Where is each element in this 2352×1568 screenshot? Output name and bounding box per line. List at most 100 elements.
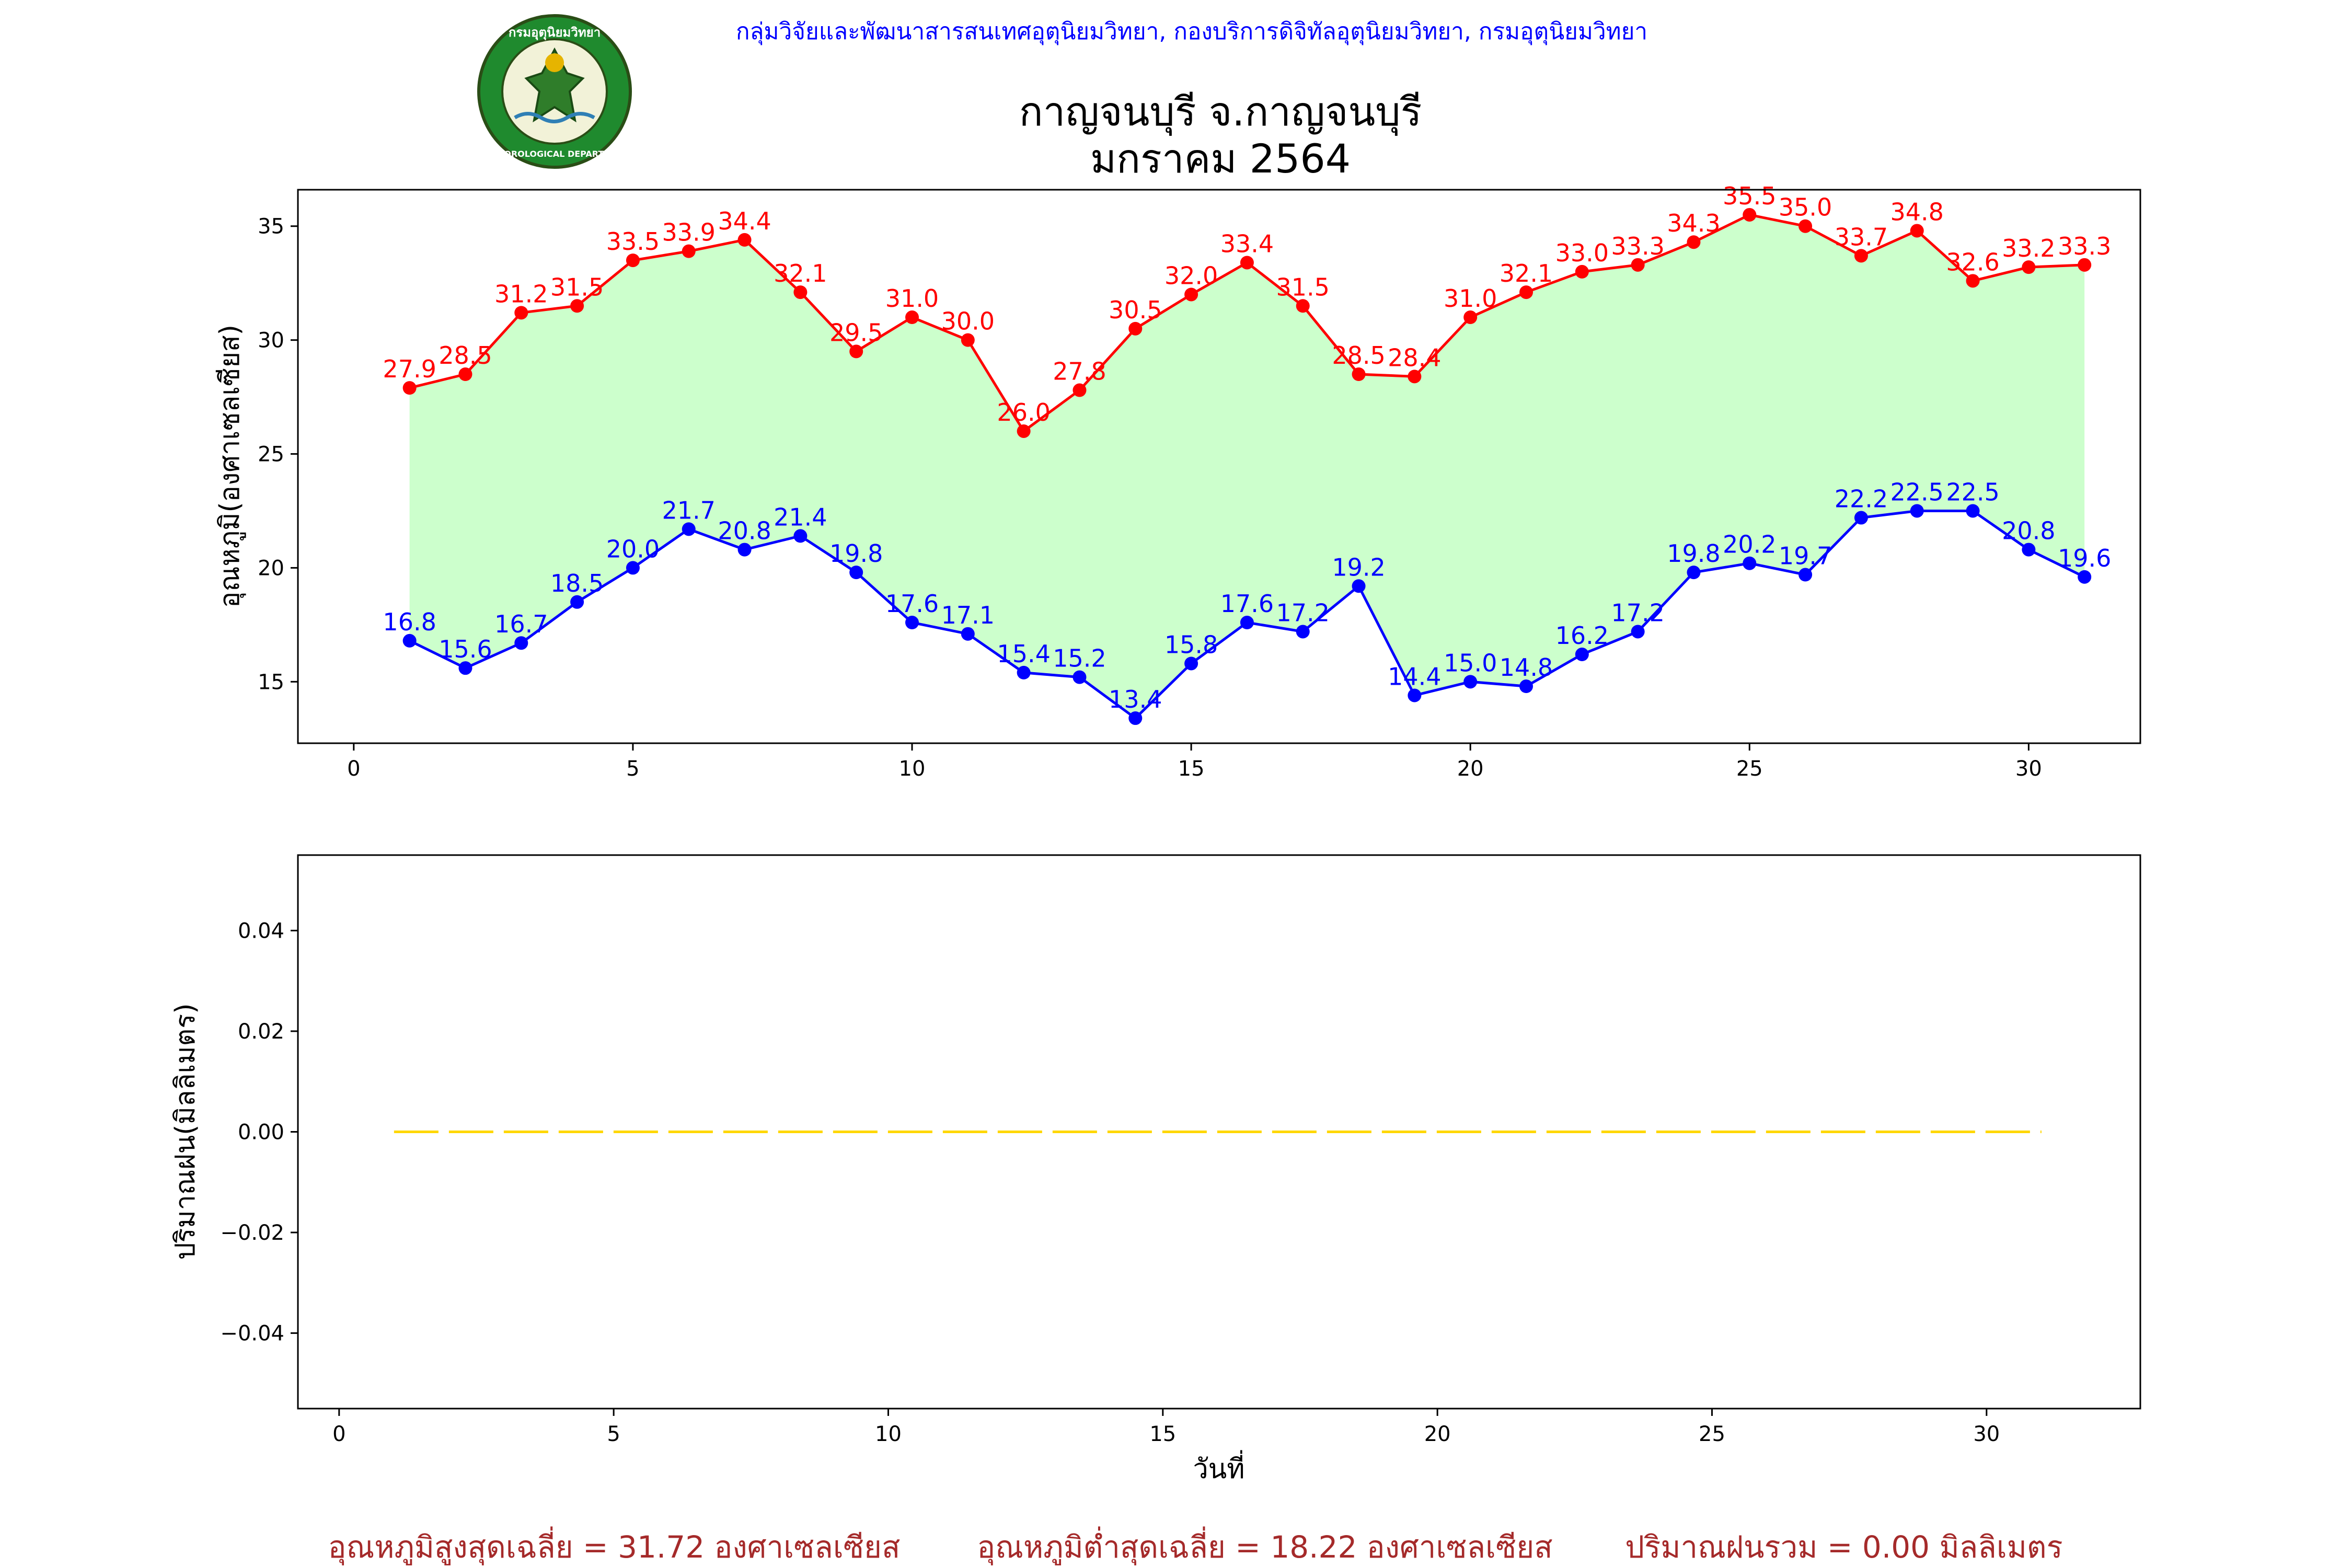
temperature-plot-frame <box>297 189 2141 744</box>
rainfall-panel: 0 5 10 15 20 25 30 −0.04 −0.02 0.00 0.02 0.04 ปริมา… <box>170 854 2141 1485</box>
temperature-point-1-4 <box>570 595 584 609</box>
temperature-y-tick-label-15: 15 <box>258 670 284 694</box>
temperature-range-fill <box>409 214 2085 719</box>
temperature-point-0-16 <box>1240 256 1254 270</box>
temperature-point-1-27 <box>1854 511 1868 525</box>
temperature-data-label-0-19: 28.4 <box>1388 343 1441 372</box>
temperature-data-label-1-10: 17.6 <box>885 590 939 618</box>
temperature-point-0-5 <box>626 253 640 268</box>
temperature-data-label-0-17: 31.5 <box>1276 273 1330 301</box>
temperature-y-tick-label-30: 30 <box>258 329 284 353</box>
temperature-point-0-12 <box>1017 424 1031 438</box>
temperature-data-label-0-11: 30.0 <box>941 307 995 336</box>
temperature-data-label-1-6: 21.7 <box>662 496 716 524</box>
temperature-point-1-24 <box>1687 566 1701 580</box>
temperature-data-label-1-25: 20.2 <box>1723 531 1776 559</box>
temperature-data-label-0-2: 28.5 <box>439 341 492 370</box>
temperature-point-1-26 <box>1798 568 1813 582</box>
temperature-point-0-2 <box>458 367 472 381</box>
temperature-data-label-1-13: 15.2 <box>1053 644 1106 673</box>
temperature-x-tick-label-30: 30 <box>2015 757 2042 781</box>
temperature-data-label-1-9: 19.8 <box>829 539 883 568</box>
temperature-data-label-1-18: 19.2 <box>1332 553 1385 581</box>
temperature-data-label-0-21: 32.1 <box>1500 259 1553 287</box>
rainfall-y-tick-label-3: 0.02 <box>238 1020 284 1044</box>
temperature-panel: 27.9 28.531.2 31.533.5 33.9 34.432.129.531.0… <box>214 182 2141 781</box>
temperature-data-label-1-5: 20.0 <box>606 535 660 563</box>
temperature-data-label-0-3: 31.2 <box>494 280 548 308</box>
temperature-point-1-28 <box>1910 504 1924 518</box>
temperature-point-1-13 <box>1073 670 1087 684</box>
temperature-data-label-1-7: 20.8 <box>718 517 771 545</box>
temperature-point-1-1 <box>402 633 417 648</box>
logo-deity-figure <box>524 47 585 123</box>
temperature-point-1-31 <box>2078 570 2092 584</box>
temperature-data-label-1-17: 17.2 <box>1276 598 1330 627</box>
temperature-data-label-0-23: 33.3 <box>1611 232 1664 260</box>
temperature-point-0-25 <box>1743 207 1757 222</box>
rainfall-x-tick-label-15: 15 <box>1149 1422 1176 1446</box>
temperature-point-0-9 <box>849 344 863 359</box>
temperature-point-1-20 <box>1463 675 1478 689</box>
rainfall-x-tick-label-5: 5 <box>607 1422 620 1446</box>
temperature-x-tick-label-20: 20 <box>1457 757 1484 781</box>
temperature-data-label-1-4: 18.5 <box>550 569 604 597</box>
temperature-point-0-22 <box>1575 264 1589 279</box>
temperature-point-0-23 <box>1631 258 1645 272</box>
temperature-point-1-16 <box>1240 616 1254 630</box>
temperature-point-0-8 <box>793 285 808 299</box>
temperature-data-label-1-31: 19.6 <box>2058 544 2111 572</box>
temperature-point-0-19 <box>1408 370 1422 384</box>
temperature-data-label-0-10: 31.0 <box>885 284 939 313</box>
temperature-data-label-1-8: 21.4 <box>774 503 827 531</box>
temperature-x-tick-label-10: 10 <box>899 757 926 781</box>
temperature-data-label-1-15: 15.8 <box>1165 630 1218 659</box>
temperature-point-1-6 <box>682 522 696 536</box>
temperature-y-tick-label-20: 20 <box>258 556 284 580</box>
logo-text-bottom: METEOROLOGICAL DEPARTMENT <box>479 149 631 159</box>
temperature-y-axis-label: อุณหภูมิ(องศาเซลเซียส) <box>214 325 246 608</box>
rainfall-y-tick-label-2: 0.00 <box>238 1121 284 1145</box>
rainfall-x-tick-label-20: 20 <box>1424 1422 1451 1446</box>
temperature-x-tick-label-5: 5 <box>626 757 639 781</box>
temperature-data-label-1-3: 16.7 <box>494 610 548 638</box>
footer-average-min-temperature: อุณหภูมิต่ำสุดเฉลี่ย = 18.22 องศาเซลเซีย… <box>977 1526 1552 1566</box>
temperature-x-tick-label-25: 25 <box>1736 757 1763 781</box>
temperature-data-label-0-31: 33.3 <box>2058 232 2111 260</box>
temperature-data-label-1-30: 20.8 <box>2002 517 2055 545</box>
temperature-point-0-18 <box>1352 367 1366 381</box>
temperature-data-label-1-24: 19.8 <box>1667 539 1720 568</box>
temperature-data-label-0-27: 33.7 <box>1835 223 1888 251</box>
temperature-point-1-22 <box>1575 648 1589 662</box>
temperature-point-1-11 <box>961 627 975 641</box>
temperature-data-label-1-29: 22.5 <box>1946 478 1999 506</box>
temperature-data-label-1-16: 17.6 <box>1220 590 1274 618</box>
temperature-point-1-15 <box>1184 656 1198 671</box>
temperature-data-label-0-20: 31.0 <box>1444 284 1497 313</box>
temperature-data-label-1-20: 15.0 <box>1444 649 1497 677</box>
temperature-point-0-13 <box>1073 383 1087 397</box>
temperature-point-0-27 <box>1854 249 1868 263</box>
temperature-point-1-21 <box>1519 679 1533 694</box>
temperature-point-0-31 <box>2078 258 2092 272</box>
temperature-series-group: 27.9 28.531.2 31.533.5 33.9 34.432.129.531.0… <box>383 182 2111 725</box>
temperature-point-1-3 <box>514 636 528 650</box>
temperature-data-label-0-1: 27.9 <box>383 355 436 383</box>
temperature-data-label-1-26: 19.7 <box>1779 542 1832 570</box>
logo-water-waves <box>514 112 595 123</box>
temperature-data-label-0-15: 32.0 <box>1165 261 1218 290</box>
temperature-point-0-26 <box>1798 219 1813 233</box>
temperature-x-tick-label-15: 15 <box>1178 757 1205 781</box>
temperature-axis-ticks: 0 5 10 15 20 25 30 15 20 25 30 35 <box>258 215 2042 781</box>
temperature-point-0-20 <box>1463 310 1478 325</box>
temperature-point-0-1 <box>402 381 417 395</box>
footer-total-rainfall: ปริมาณฝนรวม = 0.00 มิลลิเมตร <box>1625 1529 2062 1565</box>
temperature-point-0-17 <box>1296 299 1310 313</box>
temperature-data-label-1-28: 22.5 <box>1890 478 1944 506</box>
temperature-y-tick-label-35: 35 <box>258 215 284 239</box>
temperature-point-0-10 <box>905 310 919 325</box>
temperature-point-1-14 <box>1128 711 1143 725</box>
meteorological-department-logo: กรมอุตุนิยมวิทยา METEOROLOGICAL DEPARTME… <box>477 14 632 169</box>
temperature-data-label-0-4: 31.5 <box>550 273 604 301</box>
